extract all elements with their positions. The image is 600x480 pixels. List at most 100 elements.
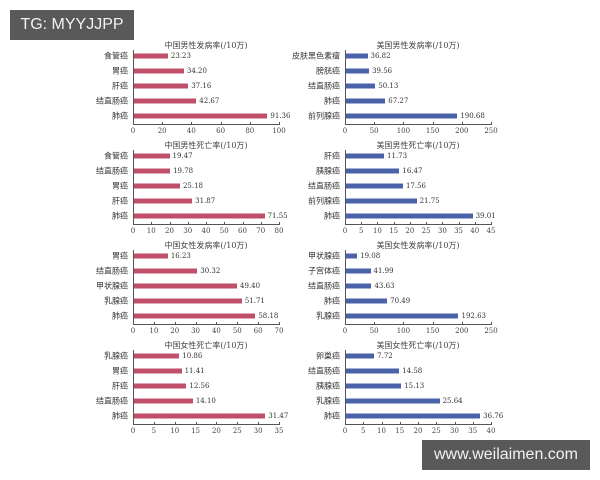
chart-cn-female-mortality: 中国女性死亡率(/10万) 乳腺癌 10.86 胃癌 11.41 肝癌 12.56 结直肠癌 1… [0, 340, 600, 440]
x-tick-mark [393, 222, 395, 225]
x-tick-label: 150 [425, 327, 440, 335]
bar [134, 153, 170, 159]
category-label: 乳腺癌 [104, 351, 128, 361]
x-tick-label: 200 [455, 327, 469, 335]
x-tick-mark [345, 322, 346, 325]
x-tick-label: 20 [170, 327, 180, 335]
chart-cn-male-incidence: 中国男性发病率(/10万) 食管癌 23.23 胃癌 34.20 肝癌 37.16 结直肠癌 4… [0, 40, 600, 140]
x-tick-mark [279, 122, 280, 125]
x-tick-label: 50 [219, 227, 229, 235]
category-label: 肺癌 [324, 211, 340, 221]
category-label: 胰腺癌 [316, 381, 340, 391]
value-label: 11.41 [184, 367, 205, 375]
x-tick-mark [491, 222, 492, 225]
x-tick-mark [195, 422, 197, 425]
value-label: 23.23 [170, 52, 191, 60]
category-label: 食管癌 [104, 151, 128, 161]
chart-title: 中国女性死亡率(/10万) [164, 341, 248, 350]
category-label: 结直肠癌 [96, 166, 128, 176]
bar [134, 383, 187, 389]
x-tick-mark [249, 122, 251, 125]
x-tick-mark [260, 222, 262, 225]
category-label: 前列腺癌 [308, 111, 340, 121]
x-tick-mark [133, 422, 134, 425]
bar [346, 398, 440, 404]
category-label: 乳腺癌 [316, 311, 340, 321]
value-label: 37.16 [191, 82, 212, 90]
x-tick-mark [345, 122, 346, 125]
x-tick-mark [220, 122, 222, 125]
value-label: 31.87 [195, 197, 216, 205]
x-axis-line [345, 224, 491, 225]
x-tick-mark [399, 422, 401, 425]
x-tick-mark [418, 422, 419, 425]
value-label: 25.64 [442, 397, 463, 405]
bar [134, 353, 180, 359]
x-tick-mark [403, 122, 405, 125]
value-label: 25.18 [182, 182, 203, 190]
bar [346, 53, 368, 59]
category-label: 胃癌 [112, 66, 128, 76]
x-tick-label: 5 [358, 227, 364, 235]
x-axis-line [345, 124, 491, 125]
category-label: 胃癌 [112, 366, 128, 376]
x-tick-label: 45 [486, 227, 496, 235]
x-tick-mark [237, 422, 239, 425]
x-tick-label: 40 [486, 427, 496, 435]
x-tick-label: 30 [437, 227, 447, 235]
x-tick-mark [361, 222, 363, 225]
value-label: 16.47 [402, 167, 423, 175]
x-tick-label: 0 [342, 327, 348, 335]
bar [134, 253, 168, 259]
bar [134, 183, 180, 189]
category-label: 乳腺癌 [104, 296, 128, 306]
x-tick-label: 10 [170, 427, 180, 435]
value-label: 10.86 [182, 352, 203, 360]
chart-us-female-mortality: 美国女性死亡率(/10万) 卵巢癌 7.72 结直肠癌 14.58 胰腺癌 15.13 乳腺癌… [0, 340, 600, 440]
x-tick-mark [174, 322, 176, 325]
bar [346, 368, 400, 374]
x-axis-line [133, 424, 279, 425]
x-tick-label: 5 [151, 427, 157, 435]
x-tick-mark [377, 222, 379, 225]
x-tick-mark [426, 222, 428, 225]
value-label: 17.56 [405, 182, 427, 190]
bar [134, 283, 238, 289]
x-tick-label: 60 [238, 227, 247, 235]
category-label: 膀胱癌 [316, 66, 340, 76]
x-tick-mark [461, 122, 463, 125]
x-axis-line [133, 324, 279, 325]
x-tick-mark [191, 122, 193, 125]
x-tick-mark [133, 322, 134, 325]
category-label: 结直肠癌 [308, 81, 340, 91]
category-label: 子宫体癌 [308, 266, 340, 276]
chart-title: 美国女性发病率(/10万) [376, 241, 460, 250]
x-tick-mark [153, 322, 155, 325]
x-tick-label: 40 [211, 327, 221, 335]
value-label: 192.63 [461, 312, 486, 320]
value-label: 36.76 [483, 412, 504, 420]
x-tick-label: 20 [165, 227, 174, 235]
x-tick-mark [206, 222, 207, 225]
x-tick-mark [472, 422, 474, 425]
x-tick-label: 40 [186, 127, 196, 135]
x-tick-label: 35 [454, 227, 464, 235]
value-label: 14.10 [195, 397, 216, 405]
x-tick-label: 40 [201, 227, 211, 235]
bar [346, 83, 376, 89]
x-tick-mark [345, 222, 346, 225]
bar [346, 383, 402, 389]
value-label: 15.13 [404, 382, 425, 390]
x-tick-label: 20 [157, 127, 167, 135]
x-tick-label: 50 [232, 327, 242, 335]
x-tick-mark [458, 222, 460, 225]
value-label: 21.75 [419, 197, 440, 205]
x-tick-label: 250 [484, 327, 498, 335]
x-tick-mark [491, 422, 492, 425]
x-tick-label: 0 [130, 127, 136, 135]
category-label: 食管癌 [104, 51, 128, 61]
bar [346, 168, 400, 174]
category-label: 肺癌 [112, 411, 128, 421]
x-tick-label: 0 [342, 227, 348, 235]
value-label: 36.82 [370, 52, 391, 60]
